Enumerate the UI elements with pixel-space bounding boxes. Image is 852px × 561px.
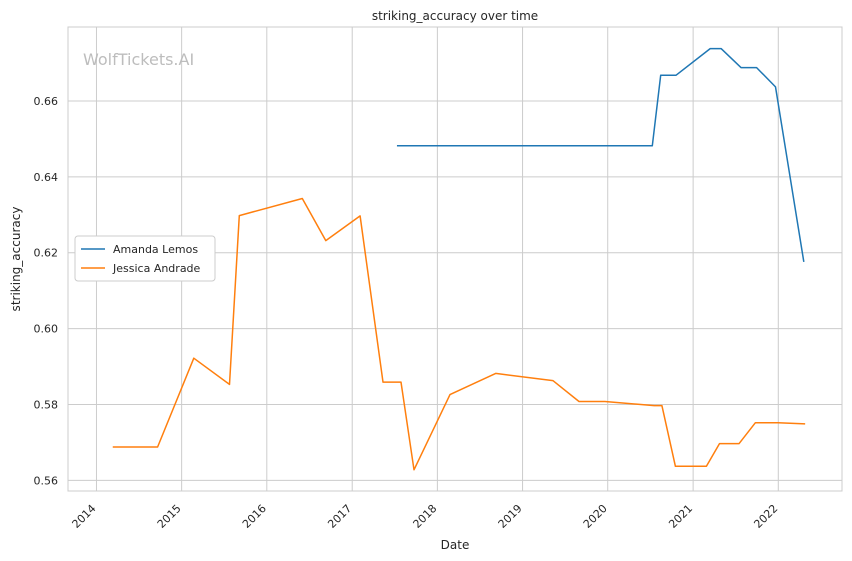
legend: Amanda Lemos Jessica Andrade (74, 235, 216, 282)
y-tick-label: 0.62 (34, 247, 59, 260)
y-axis-label: striking_accuracy (9, 207, 23, 312)
legend-box (74, 235, 216, 282)
legend-label-jessica-andrade: Jessica Andrade (112, 262, 201, 275)
watermark: WolfTickets.AI (83, 50, 194, 69)
y-tick-label: 0.66 (34, 95, 59, 108)
series-line-jessica-andrade (112, 197, 806, 471)
series-layer (112, 47, 806, 471)
chart-title: striking_accuracy over time (372, 9, 538, 23)
y-tick-label: 0.60 (34, 323, 59, 336)
series-line-amanda-lemos (396, 47, 805, 262)
y-tick-label: 0.56 (34, 474, 59, 487)
plot-area-frame (67, 26, 843, 492)
y-axis-ticks: 0.56 0.58 0.60 0.62 0.64 0.66 (34, 95, 59, 487)
y-tick-label: 0.58 (34, 398, 59, 411)
legend-label-amanda-lemos: Amanda Lemos (113, 243, 198, 256)
x-axis-label: Date (441, 538, 470, 552)
y-tick-label: 0.64 (34, 171, 59, 184)
